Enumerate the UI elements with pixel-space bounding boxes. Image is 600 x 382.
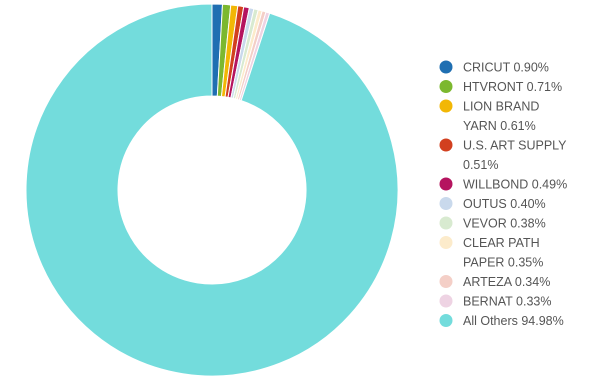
legend-item-0[interactable]: CRICUT 0.90% [439,60,549,75]
legend-label-2-line-2: YARN 0.61% [463,119,536,133]
legend-label-3: U.S. ART SUPPLY [463,139,567,153]
legend-marker-8 [439,275,453,288]
legend-label-2: LION BRAND [463,100,539,114]
legend-marker-7 [439,236,453,249]
legend-marker-2 [439,99,453,113]
legend-marker-4 [439,177,453,191]
legend-marker-5 [439,197,453,210]
legend-item-10[interactable]: All Others 94.98% [439,314,564,328]
legend-label-6: VEVOR 0.38% [463,217,546,231]
legend-item-4[interactable]: WILLBOND 0.49% [439,177,568,192]
donut-slice-10[interactable] [25,3,399,377]
legend-label-9: BERNAT 0.33% [463,295,551,309]
legend-marker-0 [439,60,453,74]
legend-label-7-line-2: PAPER 0.35% [463,256,543,270]
donut-slices [25,3,399,377]
legend-label-4: WILLBOND 0.49% [463,178,567,192]
legend-label-7: CLEAR PATH [463,236,540,250]
legend-item-2[interactable]: LION BRAND YARN 0.61% [439,99,540,134]
legend-label-3-line-2: 0.51% [463,158,498,172]
legend-label-8: ARTEZA 0.34% [463,275,550,289]
legend-marker-10 [439,314,453,327]
legend-item-7[interactable]: CLEAR PATH PAPER 0.35% [439,236,544,270]
legend-item-8[interactable]: ARTEZA 0.34% [439,275,551,289]
legend-label-5: OUTUS 0.40% [463,197,546,211]
legend-item-3[interactable]: U.S. ART SUPPLY 0.51% [439,138,568,173]
legend-item-6[interactable]: VEVOR 0.38% [439,216,546,231]
legend-marker-3 [439,138,453,152]
legend-item-9[interactable]: BERNAT 0.33% [439,294,552,309]
legend-label-10: All Others 94.98% [463,314,564,328]
legend-item-1[interactable]: HTVRONT 0.71% [439,80,563,94]
legend-marker-9 [439,294,453,308]
chart-legend: CRICUT 0.90% HTVRONT 0.71% LION BRAND YARN … [439,60,568,328]
legend-label-1: HTVRONT 0.71% [463,80,562,94]
legend-marker-1 [439,80,453,93]
legend-item-5[interactable]: OUTUS 0.40% [439,197,546,211]
legend-marker-6 [439,216,453,230]
legend-label-0: CRICUT 0.90% [463,61,549,75]
